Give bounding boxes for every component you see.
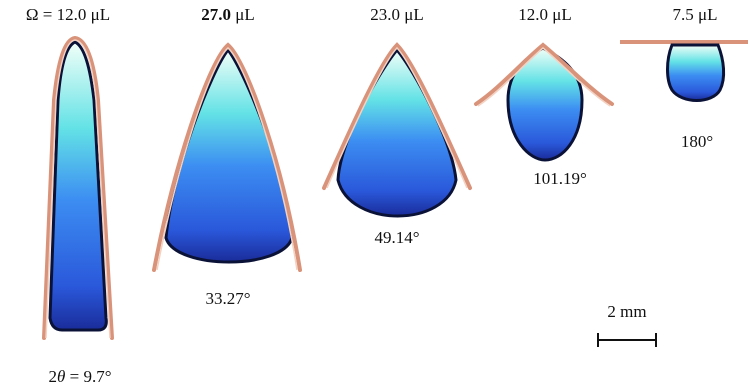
volume: 23.0 [370, 5, 400, 24]
unit: μL [404, 5, 424, 24]
angle-label: 49.14° [374, 228, 419, 247]
plate [620, 40, 748, 44]
volume-label: Ω = 12.0 μL [26, 5, 110, 24]
droplet [154, 45, 300, 270]
angle-label: 2θ = 9.7° [49, 367, 112, 386]
unit: μL [552, 5, 572, 24]
volume: 12.0 [57, 5, 87, 24]
unit: μL [91, 5, 111, 24]
volume: 7.5 [673, 5, 694, 24]
angle-label: 33.27° [205, 289, 250, 308]
figure: Ω = 12.0 μL 2θ = 9.7° 27.0 μL 33.27° 23.… [0, 0, 750, 390]
droplet [620, 40, 748, 101]
volume-label: 12.0 μL [518, 5, 572, 24]
volume: 12.0 [518, 5, 548, 24]
angle: = 9.7° [70, 367, 112, 386]
prefix: Ω = [26, 5, 52, 24]
angle-prefix: 2 [49, 367, 58, 386]
droplet [476, 45, 612, 160]
angle-label: 180° [681, 132, 713, 151]
volume-label: 7.5 μL [673, 5, 718, 24]
droplet [44, 38, 112, 338]
unit: μL [698, 5, 718, 24]
scale-bar-label: 2 mm [607, 302, 646, 321]
volume-label: 23.0 μL [370, 5, 424, 24]
scale-bar [598, 333, 656, 347]
volume: 27.0 [201, 5, 231, 24]
angle-label: 101.19° [533, 169, 587, 188]
droplet [324, 45, 470, 216]
unit: μL [235, 5, 255, 24]
volume-label: 27.0 μL [201, 5, 255, 24]
angle-symbol: θ [57, 367, 65, 386]
